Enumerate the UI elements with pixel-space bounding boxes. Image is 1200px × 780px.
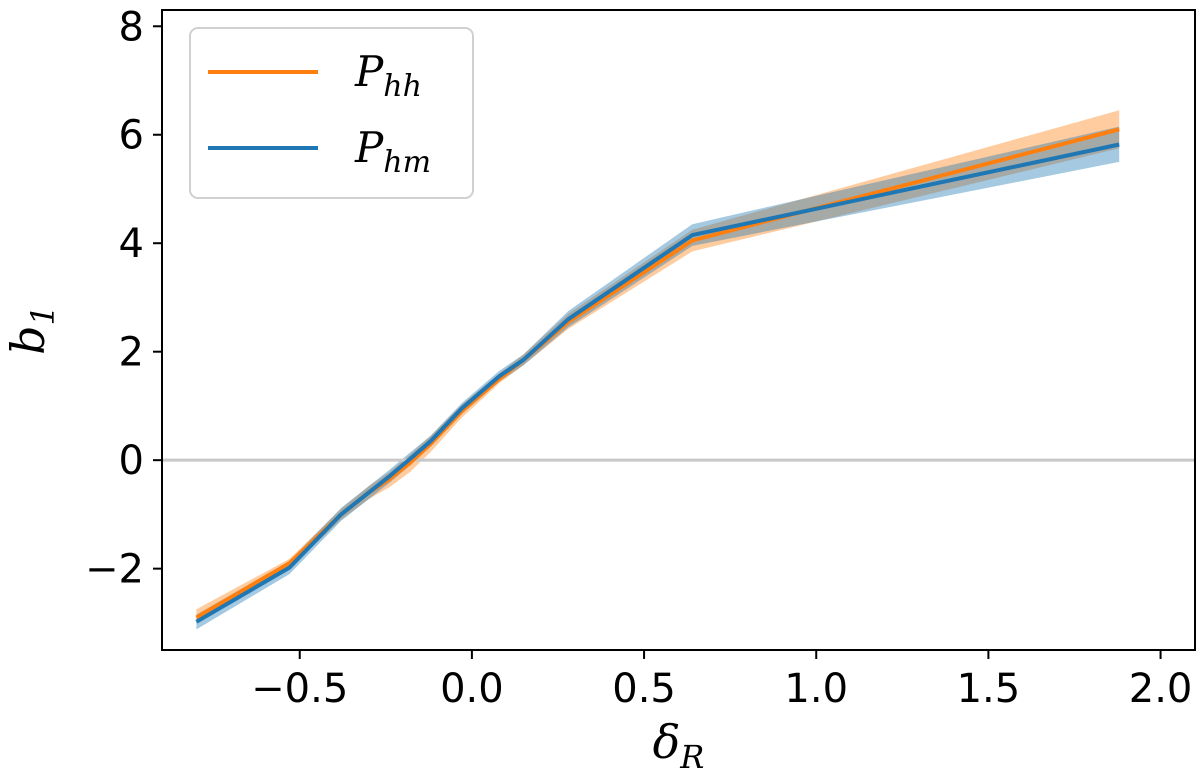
y-tick-label: 6: [119, 113, 144, 159]
plot-frame: [161, 9, 1196, 651]
x-axis: −0.5 0.0 0.5 1.0 1.5 2.0: [251, 650, 1192, 712]
x-axis-label: δR: [653, 715, 705, 776]
y-axis: −2 0 2 4 6 8: [85, 4, 162, 593]
legend-label-hm-main: P: [354, 123, 384, 172]
y-tick-label: 0: [119, 438, 144, 484]
x-tick-label: 1.0: [784, 666, 848, 712]
legend-label-hh-main: P: [354, 47, 384, 96]
y-tick-label: 2: [119, 330, 144, 376]
x-axis-label-main: δ: [653, 715, 681, 769]
x-tick-label: −0.5: [251, 666, 348, 712]
y-tick-label: 8: [119, 4, 144, 50]
x-tick-label: 0.5: [612, 666, 676, 712]
band-hh: [196, 110, 1120, 623]
x-tick-label: 2.0: [1129, 666, 1193, 712]
y-tick-label: −2: [85, 547, 144, 593]
series-lines: [195, 127, 1120, 624]
legend-label-hm-sub: hm: [383, 145, 431, 180]
y-axis-label-main: b: [1, 325, 55, 354]
y-tick-label: 4: [119, 221, 144, 267]
uncertainty-bands: [196, 110, 1120, 630]
x-tick-label: 1.5: [957, 666, 1021, 712]
legend-label-hh: Phh: [354, 47, 422, 104]
x-axis-label-subscript: R: [679, 738, 704, 776]
legend-label-hh-sub: hh: [383, 69, 422, 104]
y-axis-label-subscript: 1: [24, 305, 62, 325]
series-line-hm: [195, 142, 1120, 624]
series-line-hh: [195, 127, 1120, 620]
band-hm: [196, 126, 1120, 630]
y-axis-label: b1: [1, 305, 62, 355]
x-tick-label: 0.0: [440, 666, 504, 712]
legend-label-hm: Phm: [354, 123, 431, 180]
legend: Phh Phm: [189, 27, 474, 199]
